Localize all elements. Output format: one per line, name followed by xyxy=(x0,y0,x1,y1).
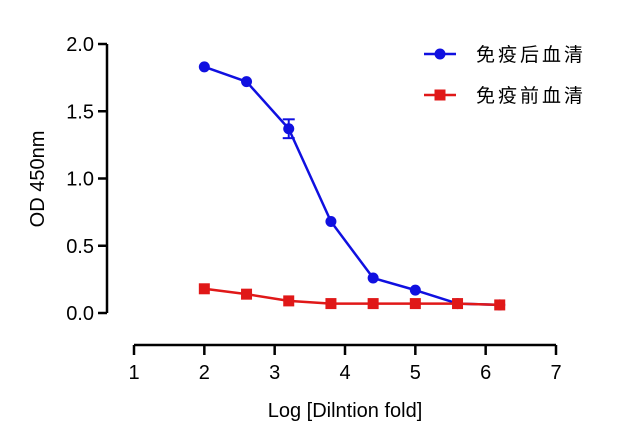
series-layer xyxy=(198,61,506,311)
x-tick-label: 1 xyxy=(128,362,139,384)
data-point xyxy=(241,76,253,88)
legend-item: 免疫前血清 xyxy=(424,85,586,107)
series-1 xyxy=(198,61,506,311)
data-point xyxy=(325,298,337,310)
data-point xyxy=(367,272,379,284)
y-tick-label: 0.5 xyxy=(66,236,94,258)
series-line xyxy=(203,65,500,307)
series-line xyxy=(204,287,500,307)
data-point xyxy=(494,299,506,311)
x-tick-label: 3 xyxy=(269,362,280,384)
data-point xyxy=(198,283,210,295)
data-point xyxy=(198,61,210,73)
x-axis-title: Log [Dilntion fold] xyxy=(268,400,423,422)
legend-label: 免疫前血清 xyxy=(476,85,586,107)
x-tick-label: 5 xyxy=(410,362,421,384)
y-tick-label: 1.0 xyxy=(66,169,94,191)
data-point xyxy=(283,295,295,307)
data-point xyxy=(241,288,253,300)
x-tick-label: 7 xyxy=(550,362,561,384)
legend-label: 免疫后血清 xyxy=(476,44,586,66)
y-tick-label: 1.5 xyxy=(66,101,94,123)
data-point xyxy=(409,298,421,310)
data-point xyxy=(367,298,379,310)
x-tick-label: 2 xyxy=(199,362,210,384)
x-axis: 1 2 3 4 5 6 7 xyxy=(128,343,562,384)
y-axis-title: OD 450nm xyxy=(27,131,49,228)
legend-marker xyxy=(434,48,446,60)
data-point xyxy=(283,123,295,135)
y-tick-label: 0.0 xyxy=(66,303,94,325)
legend-marker xyxy=(434,89,446,101)
y-axis: 0.0 0.5 1.0 1.5 2.0 xyxy=(66,34,109,325)
data-point xyxy=(452,298,464,310)
data-point xyxy=(325,216,337,228)
x-tick-label: 6 xyxy=(480,362,491,384)
y-tick-label: 2.0 xyxy=(66,34,94,56)
data-point xyxy=(409,284,421,296)
legend-item: 免疫后血清 xyxy=(424,44,586,66)
x-tick-label: 4 xyxy=(339,362,350,384)
series-2 xyxy=(198,283,506,311)
